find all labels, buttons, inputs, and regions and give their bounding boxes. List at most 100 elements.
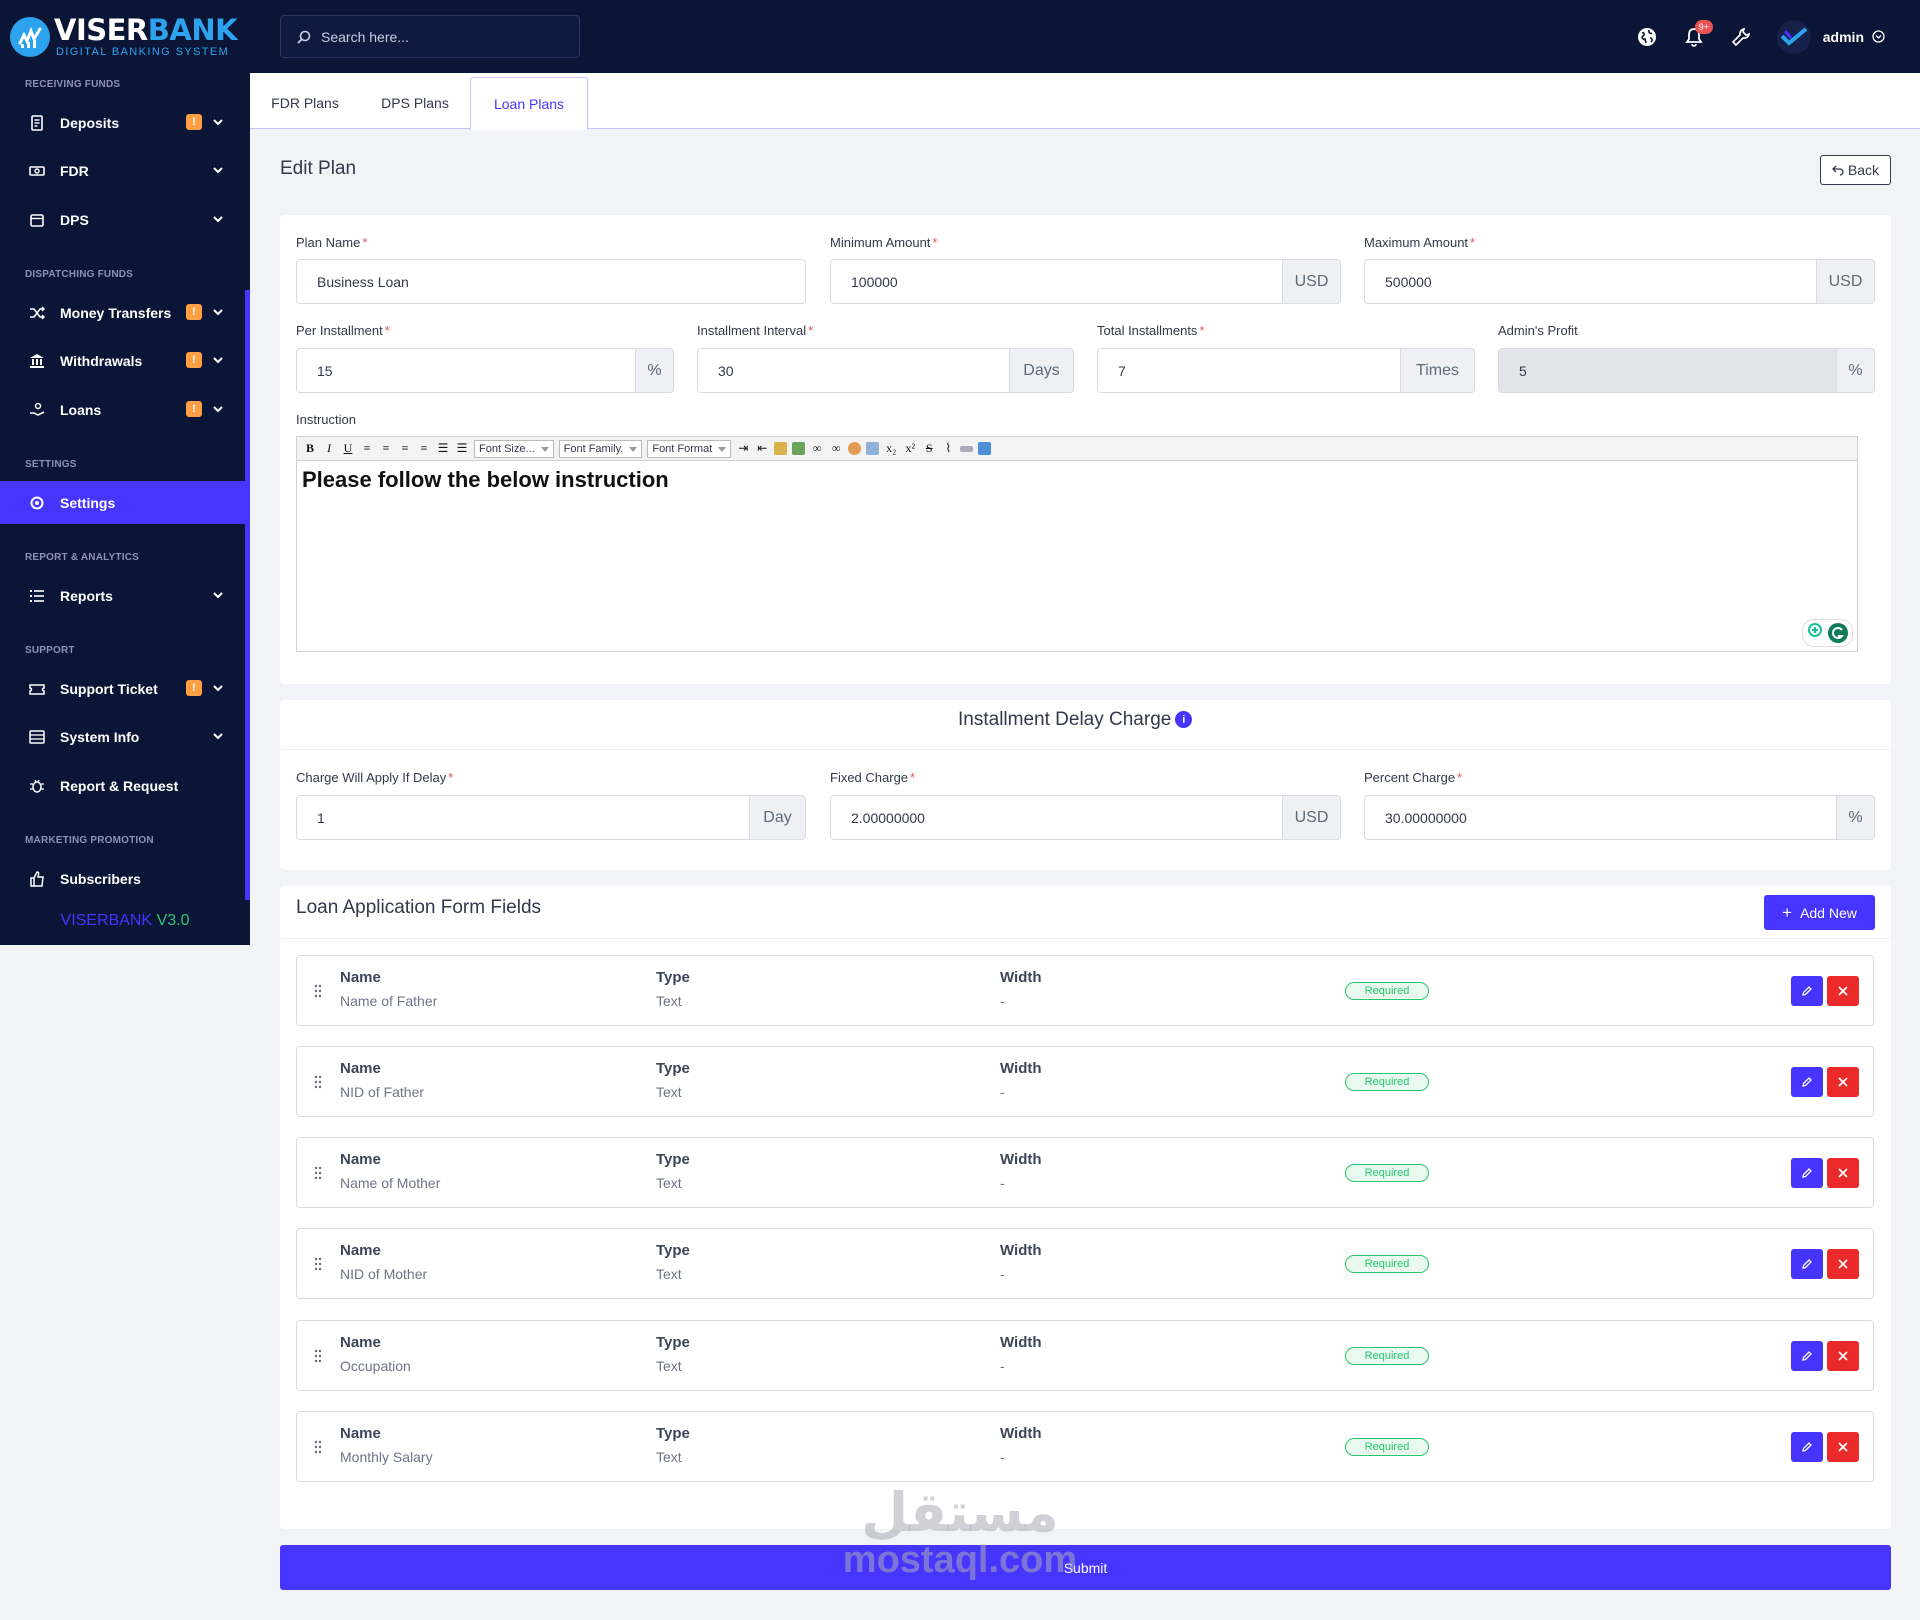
table-icon[interactable]: [866, 442, 880, 455]
required-mark: *: [448, 770, 454, 785]
font-size-select[interactable]: Font Size...: [474, 439, 554, 458]
align-left-icon[interactable]: ≡: [363, 441, 371, 455]
ordered-list-icon[interactable]: ☰: [437, 441, 449, 455]
edit-html-icon[interactable]: [774, 442, 788, 455]
sidebar-item-dps[interactable]: DPS: [0, 198, 245, 241]
interval-field[interactable]: 30 Days: [697, 348, 1074, 393]
indent-icon[interactable]: ⇥: [738, 441, 749, 455]
apply-if-delay-field[interactable]: 1 Day: [296, 795, 806, 840]
remove-format-icon[interactable]: ⌇: [945, 441, 952, 455]
thumbs-up-icon: [28, 870, 46, 888]
image-icon[interactable]: [792, 442, 806, 455]
font-family-select[interactable]: Font Family.: [558, 439, 643, 458]
html-source-icon[interactable]: [978, 442, 992, 455]
form-field-row[interactable]: Name NID of Father Type Text Width - Required: [296, 1046, 1874, 1117]
superscript-icon[interactable]: x²: [905, 441, 916, 455]
user-menu[interactable]: admin: [1776, 19, 1885, 54]
max-amount-field[interactable]: 500000 USD: [1364, 259, 1875, 304]
subscript-icon[interactable]: x₂: [886, 441, 897, 455]
tab-dps-plans[interactable]: DPS Plans: [381, 95, 449, 111]
sidebar-item-label: Subscribers: [60, 870, 141, 887]
drag-handle-icon[interactable]: [313, 1075, 323, 1089]
type-header: Type: [656, 1060, 690, 1077]
plan-name-field[interactable]: Business Loan: [296, 259, 806, 304]
per-installment-field[interactable]: 15%: [296, 348, 674, 393]
form-field-row[interactable]: Name Occupation Type Text Width - Required: [296, 1320, 1874, 1391]
form-field-row[interactable]: Name Monthly Salary Type Text Width - Required: [296, 1411, 1874, 1482]
sidebar-item-subscribers[interactable]: Subscribers: [0, 857, 245, 900]
sidebar-item-loans[interactable]: Loans !: [0, 388, 245, 431]
topbar-actions: 9+ admin: [1636, 0, 1920, 73]
sidebar-item-settings[interactable]: Settings: [0, 481, 245, 524]
edit-field-button[interactable]: [1791, 1432, 1823, 1462]
tab-fdr-plans[interactable]: FDR Plans: [271, 95, 339, 111]
edit-field-button[interactable]: [1791, 976, 1823, 1006]
sidebar-item-report-request[interactable]: Report & Request: [0, 764, 245, 807]
strikethrough-icon[interactable]: S: [925, 441, 933, 455]
min-amount-field[interactable]: 100000 USD: [830, 259, 1341, 304]
add-new-button[interactable]: + Add New: [1764, 895, 1875, 930]
sidebar-item-label: Reports: [60, 587, 113, 604]
edit-field-button[interactable]: [1791, 1158, 1823, 1188]
per-installment-value: 15: [317, 362, 333, 379]
bold-icon[interactable]: B: [305, 441, 314, 455]
bell-icon[interactable]: 9+: [1683, 19, 1713, 48]
horizontal-rule-icon[interactable]: [960, 445, 974, 452]
italic-icon[interactable]: I: [327, 441, 331, 455]
drag-handle-icon[interactable]: [313, 1166, 323, 1180]
search-input[interactable]: Search here...: [280, 15, 580, 58]
color-icon[interactable]: [848, 442, 862, 455]
instruction-editor[interactable]: B I U ≡ ≡ ≡ ≡ ☰ ☰ Font Size... Font Fami…: [296, 436, 1858, 652]
drag-handle-icon[interactable]: [313, 984, 323, 998]
form-field-row[interactable]: Name Name of Mother Type Text Width - Required: [296, 1137, 1874, 1208]
back-button[interactable]: Back: [1820, 155, 1891, 185]
edit-field-button[interactable]: [1791, 1249, 1823, 1279]
submit-button[interactable]: Submit: [280, 1545, 1891, 1590]
underline-icon[interactable]: U: [343, 441, 353, 455]
tab-loan-plans[interactable]: Loan Plans: [470, 77, 588, 130]
logo[interactable]: VISERBANK DIGITAL BANKING SYSTEM: [0, 0, 250, 74]
info-icon[interactable]: i: [1175, 711, 1193, 729]
percent-charge-field[interactable]: 30.00000000%: [1364, 795, 1875, 840]
sidebar-item-support-ticket[interactable]: Support Ticket !: [0, 667, 245, 710]
align-right-icon[interactable]: ≡: [401, 441, 409, 455]
delete-field-button[interactable]: [1827, 976, 1859, 1006]
name-header: Name: [340, 1334, 381, 1351]
sidebar-item-withdrawals[interactable]: Withdrawals !: [0, 339, 245, 382]
edit-field-button[interactable]: [1791, 1341, 1823, 1371]
sidebar-item-fdr[interactable]: FDR: [0, 149, 245, 192]
drag-handle-icon[interactable]: [313, 1349, 323, 1363]
chevron-down-circle-icon: [1872, 30, 1885, 43]
sidebar-item-system-info[interactable]: System Info: [0, 715, 245, 758]
outdent-icon[interactable]: ⇤: [757, 441, 768, 455]
delete-field-button[interactable]: [1827, 1249, 1859, 1279]
edit-field-button[interactable]: [1791, 1067, 1823, 1097]
grammarly-widget[interactable]: [1802, 619, 1853, 647]
sidebar-item-deposits[interactable]: Deposits !: [0, 101, 245, 144]
sidebar-item-money-transfers[interactable]: Money Transfers !: [0, 291, 245, 334]
delete-field-button[interactable]: [1827, 1432, 1859, 1462]
delete-field-button[interactable]: [1827, 1158, 1859, 1188]
logo-tagline: DIGITAL BANKING SYSTEM: [56, 46, 230, 58]
delete-field-button[interactable]: [1827, 1067, 1859, 1097]
font-format-select[interactable]: Font Format: [647, 439, 732, 458]
unordered-list-icon[interactable]: ☰: [456, 441, 468, 455]
drag-handle-icon[interactable]: [313, 1257, 323, 1271]
globe-icon[interactable]: [1636, 26, 1658, 48]
wrench-icon[interactable]: [1730, 26, 1752, 48]
field-name-value: Monthly Salary: [340, 1449, 433, 1465]
form-field-row[interactable]: Name Name of Father Type Text Width - Required: [296, 955, 1874, 1026]
unlink-icon[interactable]: ∞: [831, 441, 841, 455]
link-icon[interactable]: ∞: [812, 441, 822, 455]
form-field-row[interactable]: Name NID of Mother Type Text Width - Required: [296, 1228, 1874, 1299]
sidebar-item-reports[interactable]: Reports: [0, 574, 245, 617]
field-name-col: Name Name of Mother: [340, 1151, 440, 1191]
fixed-charge-field[interactable]: 2.00000000 USD: [830, 795, 1341, 840]
justify-icon[interactable]: ≡: [420, 441, 428, 455]
align-center-icon[interactable]: ≡: [382, 441, 390, 455]
delete-field-button[interactable]: [1827, 1341, 1859, 1371]
status-badge: Required: [1345, 1347, 1429, 1365]
sidebar-scrollbar[interactable]: [245, 290, 250, 900]
total-installments-field[interactable]: 7 Times: [1097, 348, 1475, 393]
drag-handle-icon[interactable]: [313, 1440, 323, 1454]
